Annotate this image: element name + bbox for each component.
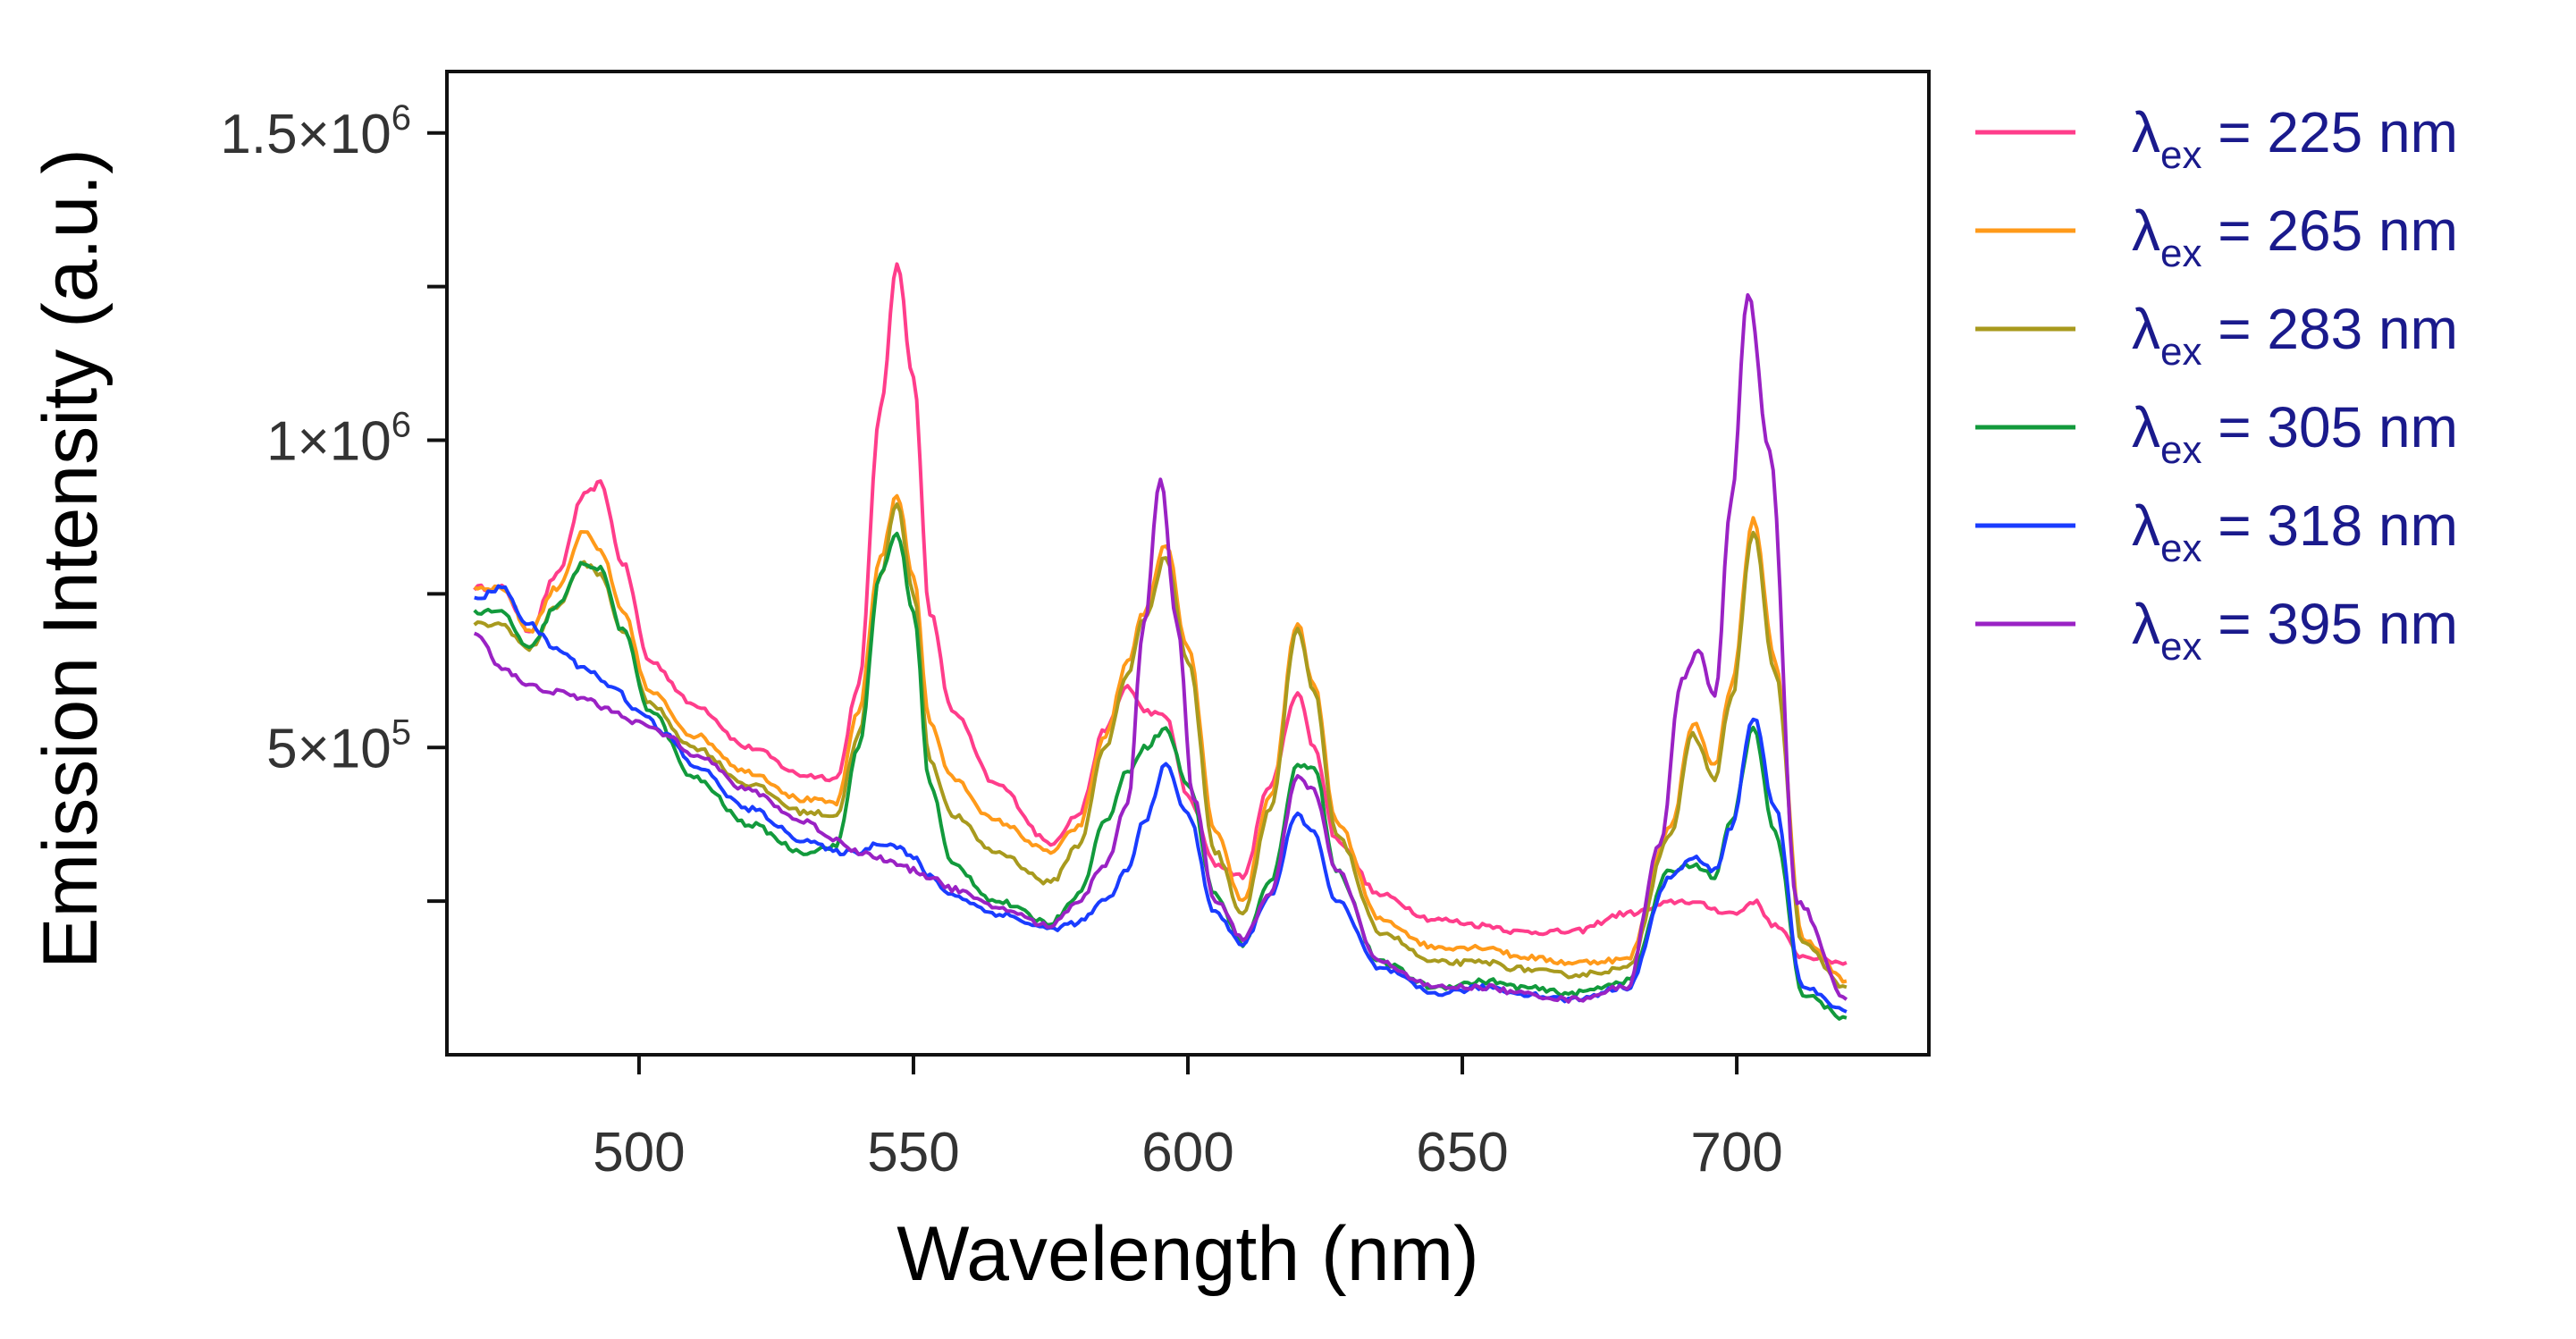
y-tick-label: 1×106 xyxy=(266,406,411,473)
series-layer xyxy=(473,262,1848,1021)
legend: λex = 225 nm λex = 265 nm λex = 283 nm λex … xyxy=(1975,100,2458,669)
series-line-0 xyxy=(473,262,1848,966)
x-axis-title: Wavelength (nm) xyxy=(897,1211,1479,1297)
series-line-2 xyxy=(473,502,1848,990)
x-tick-label: 650 xyxy=(1416,1122,1508,1183)
series-line-3 xyxy=(473,531,1848,1021)
y-tick-label: 1.5×106 xyxy=(220,98,411,165)
legend-label-2: λex = 283 nm xyxy=(2132,297,2458,374)
series-line-1 xyxy=(474,493,1848,984)
x-tick-label: 600 xyxy=(1141,1122,1233,1183)
y-axis-title: Emission Intensity (a.u.) xyxy=(28,148,114,969)
x-tick-label: 500 xyxy=(593,1122,685,1183)
y-tick-label: 5×105 xyxy=(266,712,411,779)
legend-label-0: λex = 225 nm xyxy=(2132,100,2458,177)
legend-label-3: λex = 305 nm xyxy=(2132,395,2458,472)
y-axis: 5×105 1×106 1.5×106 xyxy=(220,98,447,904)
x-tick-label: 700 xyxy=(1690,1122,1782,1183)
legend-label-1: λex = 265 nm xyxy=(2132,198,2458,275)
series-line-5 xyxy=(473,293,1848,1004)
x-tick-label: 550 xyxy=(867,1122,959,1183)
legend-label-5: λex = 395 nm xyxy=(2132,592,2458,669)
legend-label-4: λex = 318 nm xyxy=(2132,493,2458,570)
x-axis: 500 550 600 650 700 xyxy=(593,1055,1783,1183)
